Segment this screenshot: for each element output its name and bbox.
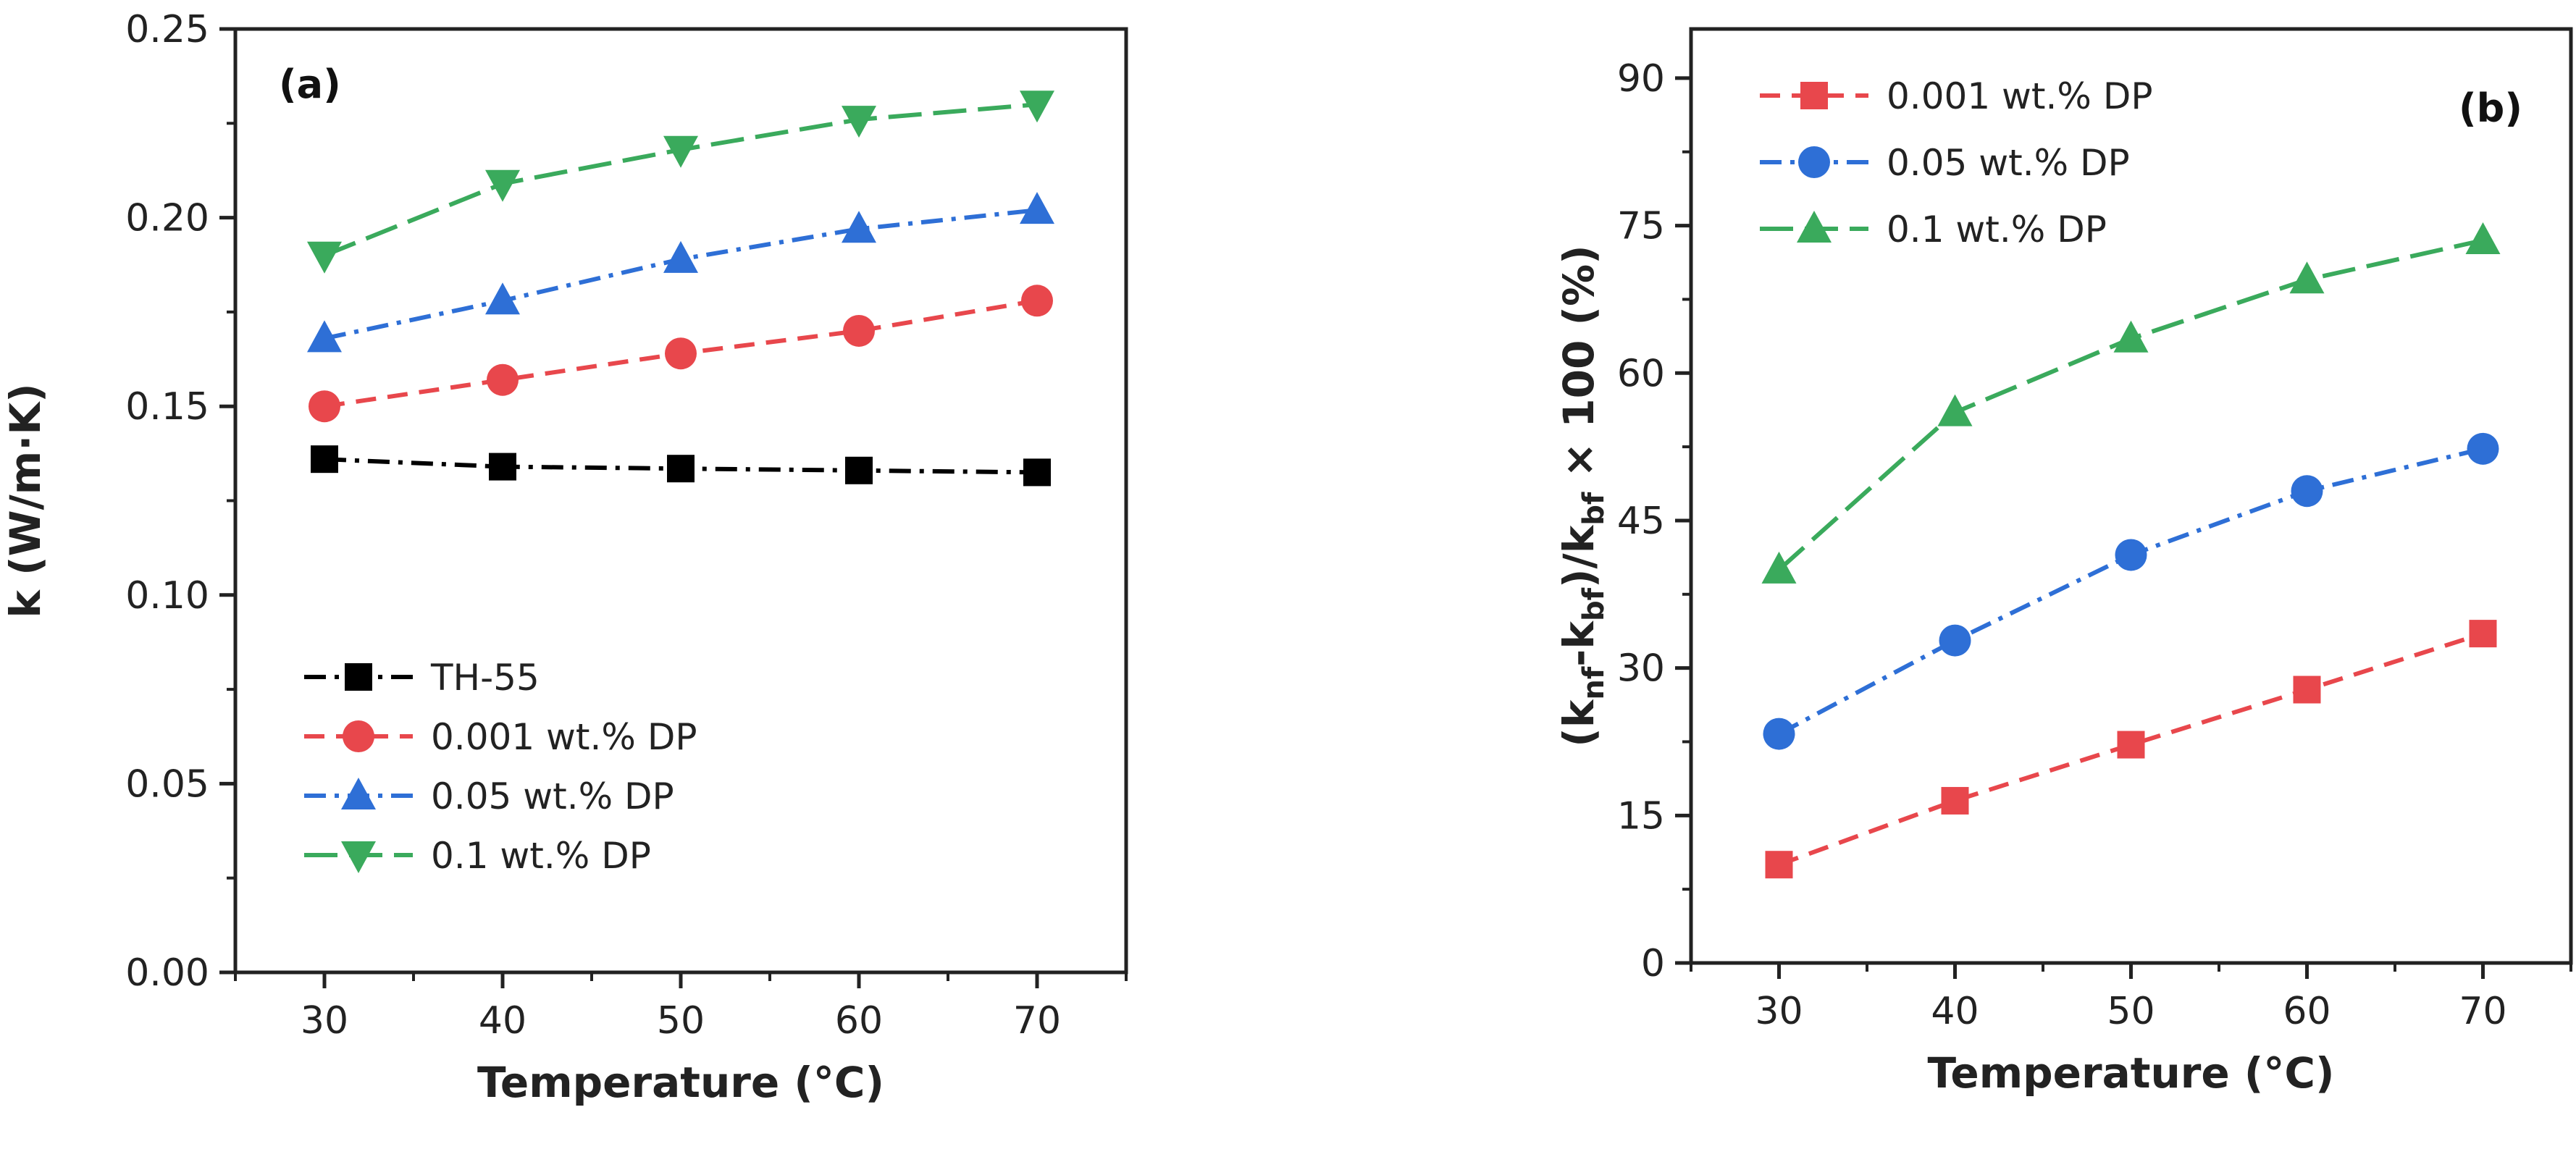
data-point: [307, 241, 342, 274]
series-line: [1778, 446, 2484, 736]
y-axis-label-part: bf: [1577, 587, 1611, 621]
x-tick-label: 50: [657, 999, 705, 1043]
legend-label: TH-55: [430, 657, 540, 699]
data-point: [1761, 551, 1797, 584]
y-tick-label: 0.05: [125, 762, 209, 806]
data-point: [667, 455, 695, 483]
data-point: [1763, 718, 1795, 750]
data-point: [307, 320, 342, 353]
data-point: [663, 135, 698, 168]
legend-label: 0.05 wt.% DP: [431, 775, 674, 817]
y-axis-label-part: )/k: [1554, 524, 1603, 588]
plot-frame: [233, 27, 1128, 975]
y-tick-label: 0.10: [125, 574, 209, 618]
x-tick-label: 30: [1755, 990, 1803, 1033]
x-tick-label: 60: [2283, 990, 2330, 1033]
y-axis-label-part: bf: [1577, 492, 1611, 526]
data-point: [1765, 851, 1793, 879]
data-point: [1939, 624, 1971, 657]
y-axis-label: k (W/m·K): [1, 383, 50, 618]
legend-marker: [343, 720, 374, 752]
data-point: [311, 445, 338, 474]
data-point: [2469, 620, 2497, 648]
data-point: [842, 211, 876, 243]
panel-label: (a): [279, 62, 341, 107]
y-tick-label: 0: [1641, 942, 1665, 985]
data-point: [1020, 91, 1054, 123]
data-point: [2291, 475, 2323, 508]
y-tick-label: 30: [1617, 647, 1665, 691]
legend-label: 0.05 wt.% DP: [1887, 142, 2130, 184]
y-tick-label: 75: [1617, 205, 1665, 248]
legend-marker: [345, 663, 372, 691]
y-axis-label-part: -k: [1554, 620, 1603, 667]
x-axis-label: Temperature (°C): [1928, 1048, 2335, 1098]
y-tick-label: 90: [1617, 57, 1665, 101]
data-point: [1937, 394, 1973, 426]
data-point: [485, 169, 520, 202]
data-point: [1941, 786, 1969, 815]
series-line: [323, 102, 1038, 258]
data-point: [2115, 539, 2147, 571]
data-point: [2117, 731, 2145, 759]
data-point: [2293, 676, 2321, 704]
data-point: [2289, 261, 2325, 294]
legend-marker: [1798, 146, 1830, 178]
data-point: [2465, 222, 2501, 254]
series-line: [1777, 238, 2484, 572]
chart-panel-b: 0 15 30 45 60 75 90 30 40 50 60 70 Temperature (°C) (…: [1554, 27, 2573, 1098]
data-point: [2467, 432, 2499, 465]
data-point: [1023, 458, 1051, 487]
y-tick-label: 0.20: [125, 197, 209, 240]
data-point: [309, 390, 340, 423]
data-point: [489, 453, 516, 481]
x-tick-label: 40: [1931, 990, 1979, 1033]
y-tick-label: 45: [1617, 500, 1665, 543]
legend-label: 0.001 wt.% DP: [431, 716, 697, 758]
data-point: [487, 363, 519, 396]
y-axis-label-part: nf: [1577, 666, 1611, 699]
data-point: [663, 240, 698, 273]
y-tick-label: 0.00: [125, 951, 209, 995]
data-point: [485, 282, 520, 315]
legend-label: 0.001 wt.% DP: [1887, 75, 2152, 117]
series-line: [1778, 631, 2484, 867]
y-tick-label: 15: [1617, 794, 1665, 838]
legend-marker: [341, 778, 376, 809]
x-tick-label: 40: [479, 999, 526, 1043]
data-point: [1020, 192, 1054, 224]
y-axis-label: (knf-kbf)/kbf × 100 (%): [1554, 245, 1611, 746]
data-point: [2113, 320, 2149, 353]
legend-marker: [1797, 211, 1832, 243]
data-point: [845, 456, 873, 484]
legend-label: 0.1 wt.% DP: [431, 835, 651, 877]
data-point: [842, 106, 876, 138]
data-point: [1021, 285, 1053, 317]
x-tick-label: 50: [2107, 990, 2155, 1033]
x-axis-label: Temperature (°C): [477, 1058, 884, 1107]
data-point: [665, 337, 697, 370]
x-tick-label: 30: [301, 999, 348, 1043]
legend-marker: [1800, 82, 1828, 109]
panel-label: (b): [2459, 85, 2522, 131]
x-tick-label: 60: [835, 999, 883, 1043]
x-tick-label: 70: [1013, 999, 1061, 1043]
y-tick-label: 60: [1617, 352, 1665, 395]
y-axis-label-part: × 100 (%): [1554, 245, 1603, 492]
data-point: [843, 314, 875, 347]
legend-label: 0.1 wt.% DP: [1887, 209, 2107, 251]
y-tick-label: 0.25: [125, 8, 209, 51]
x-tick-label: 70: [2459, 990, 2506, 1033]
y-tick-label: 0.15: [125, 385, 209, 429]
chart-panel-a: 0.00 0.05 0.10 0.15 0.20 0.25 30 40 50 60 70 Temper…: [1, 8, 1128, 1107]
legend-marker: [341, 841, 376, 873]
y-axis-label-part: (k: [1554, 699, 1603, 747]
